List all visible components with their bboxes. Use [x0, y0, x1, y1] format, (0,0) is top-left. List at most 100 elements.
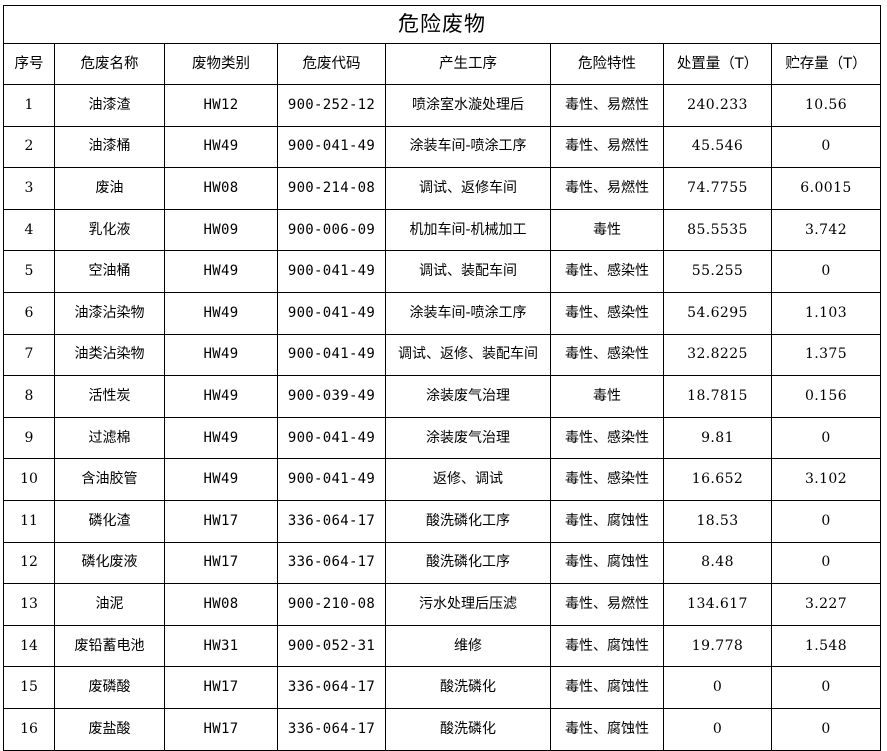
cell-name: 油漆沾染物: [54, 291, 165, 335]
table-row: 4 乳化液 HW09 900-006-09 机加车间-机械加工 毒性 85.5535 3.74…: [3, 208, 881, 252]
cell-process: 调试、装配车间: [385, 250, 551, 293]
cell-index: 6: [3, 291, 55, 335]
cell-code: 900-052-31: [277, 624, 386, 668]
cell-code: 900-006-09: [277, 208, 386, 252]
cell-category: HW49: [164, 333, 278, 377]
cell-storage: 1.103: [771, 291, 881, 335]
cell-process: 调试、返修、装配车间: [385, 333, 551, 377]
cell-hazard: 毒性、易燃性: [550, 167, 664, 210]
cell-storage: 3.742: [771, 208, 881, 252]
column-header-index: 序号: [3, 43, 55, 85]
cell-name: 油漆桶: [54, 125, 165, 169]
table-row: 13 油泥 HW08 900-210-08 污水处理后压滤 毒性、易燃性 134.617 3.…: [3, 583, 881, 626]
cell-code: 900-041-49: [277, 416, 386, 460]
cell-hazard: 毒性、感染性: [550, 416, 664, 460]
cell-index: 4: [3, 208, 55, 252]
cell-storage: 3.102: [771, 458, 881, 501]
cell-storage: 0: [771, 499, 881, 543]
table-row: 8 活性炭 HW49 900-039-49 涂装废气治理 毒性 18.7815 0.156: [3, 375, 881, 418]
table-body: 危险废物 序号 危废名称 废物类别 危废代码 产生工序 危险特性 处置量（T） 贮存量（T） …: [3, 5, 881, 751]
cell-name: 废油: [54, 167, 165, 210]
cell-process: 涂装车间-喷涂工序: [385, 291, 551, 335]
cell-disposal: 32.8225: [663, 333, 772, 377]
cell-index: 9: [3, 416, 55, 460]
cell-index: 8: [3, 375, 55, 418]
cell-index: 12: [3, 541, 55, 585]
table-row: 1 油漆渣 HW12 900-252-12 喷涂室水漩处理后 毒性、易燃性 240.233 1…: [3, 84, 881, 127]
cell-category: HW49: [164, 375, 278, 418]
cell-process: 返修、调试: [385, 458, 551, 501]
cell-storage: 3.227: [771, 583, 881, 626]
cell-disposal: 8.48: [663, 541, 772, 585]
cell-disposal: 134.617: [663, 583, 772, 626]
cell-process: 涂装废气治理: [385, 416, 551, 460]
cell-disposal: 9.81: [663, 416, 772, 460]
column-header-name: 危废名称: [54, 43, 165, 85]
cell-category: HW12: [164, 84, 278, 127]
cell-storage: 10.56: [771, 84, 881, 127]
cell-storage: 1.375: [771, 333, 881, 377]
cell-storage: 6.0015: [771, 167, 881, 210]
cell-process: 酸洗磷化工序: [385, 541, 551, 585]
cell-hazard: 毒性、腐蚀性: [550, 666, 664, 709]
cell-disposal: 74.7755: [663, 167, 772, 210]
cell-category: HW17: [164, 541, 278, 585]
cell-disposal: 18.53: [663, 499, 772, 543]
table-row: 6 油漆沾染物 HW49 900-041-49 涂装车间-喷涂工序 毒性、感染性 54.62…: [3, 291, 881, 335]
cell-name: 油漆渣: [54, 84, 165, 127]
cell-hazard: 毒性、腐蚀性: [550, 541, 664, 585]
table-row: 9 过滤棉 HW49 900-041-49 涂装废气治理 毒性、感染性 9.81 0: [3, 416, 881, 460]
cell-category: HW31: [164, 624, 278, 668]
cell-disposal: 54.6295: [663, 291, 772, 335]
column-header-code: 危废代码: [277, 43, 386, 85]
column-header-disposal: 处置量（T）: [663, 43, 772, 85]
cell-process: 酸洗磷化: [385, 707, 551, 751]
cell-process: 机加车间-机械加工: [385, 208, 551, 252]
cell-disposal: 85.5535: [663, 208, 772, 252]
document-page: 危险废物 序号 危废名称 废物类别 危废代码 产生工序 危险特性 处置量（T） 贮存量（T） …: [3, 5, 881, 751]
cell-name: 油类沾染物: [54, 333, 165, 377]
cell-name: 空油桶: [54, 250, 165, 293]
cell-disposal: 19.778: [663, 624, 772, 668]
hazardous-waste-table: 危险废物 序号 危废名称 废物类别 危废代码 产生工序 危险特性 处置量（T） 贮存量（T） …: [3, 5, 881, 751]
cell-index: 2: [3, 125, 55, 169]
table-header-row: 序号 危废名称 废物类别 危废代码 产生工序 危险特性 处置量（T） 贮存量（T）: [3, 43, 881, 85]
cell-name: 油泥: [54, 583, 165, 626]
cell-storage: 0: [771, 541, 881, 585]
cell-category: HW09: [164, 208, 278, 252]
cell-process: 涂装车间-喷涂工序: [385, 125, 551, 169]
cell-category: HW49: [164, 250, 278, 293]
cell-index: 1: [3, 84, 55, 127]
cell-code: 900-041-49: [277, 458, 386, 501]
cell-hazard: 毒性、易燃性: [550, 583, 664, 626]
cell-index: 5: [3, 250, 55, 293]
cell-index: 13: [3, 583, 55, 626]
cell-category: HW08: [164, 583, 278, 626]
cell-code: 900-210-08: [277, 583, 386, 626]
cell-process: 污水处理后压滤: [385, 583, 551, 626]
cell-hazard: 毒性、感染性: [550, 333, 664, 377]
cell-category: HW49: [164, 125, 278, 169]
table-row: 16 废盐酸 HW17 336-064-17 酸洗磷化 毒性、腐蚀性 0 0: [3, 707, 881, 751]
cell-hazard: 毒性、感染性: [550, 291, 664, 335]
cell-hazard: 毒性、易燃性: [550, 84, 664, 127]
cell-code: 336-064-17: [277, 666, 386, 709]
cell-code: 900-041-49: [277, 333, 386, 377]
cell-index: 11: [3, 499, 55, 543]
cell-disposal: 18.7815: [663, 375, 772, 418]
cell-code: 900-041-49: [277, 250, 386, 293]
table-row: 3 废油 HW08 900-214-08 调试、返修车间 毒性、易燃性 74.7755 6.0…: [3, 167, 881, 210]
cell-hazard: 毒性、腐蚀性: [550, 707, 664, 751]
cell-hazard: 毒性、感染性: [550, 458, 664, 501]
cell-disposal: 240.233: [663, 84, 772, 127]
cell-code: 336-064-17: [277, 499, 386, 543]
cell-category: HW17: [164, 707, 278, 751]
table-row: 2 油漆桶 HW49 900-041-49 涂装车间-喷涂工序 毒性、易燃性 45.546 0: [3, 125, 881, 169]
cell-disposal: 0: [663, 707, 772, 751]
cell-storage: 0: [771, 250, 881, 293]
cell-name: 磷化渣: [54, 499, 165, 543]
cell-storage: 0: [771, 416, 881, 460]
cell-name: 乳化液: [54, 208, 165, 252]
cell-hazard: 毒性、腐蚀性: [550, 624, 664, 668]
table-row: 11 磷化渣 HW17 336-064-17 酸洗磷化工序 毒性、腐蚀性 18.53 0: [3, 499, 881, 543]
